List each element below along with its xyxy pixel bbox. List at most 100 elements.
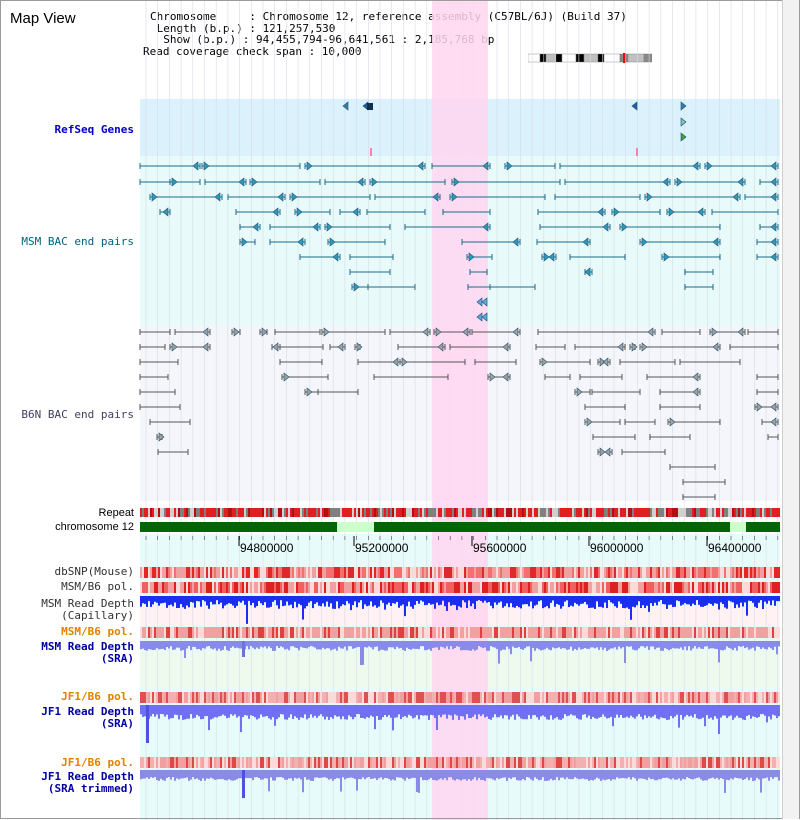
gene-arrow-icon xyxy=(541,357,548,367)
coverage-span-line: Read coverage check span : 10,000 xyxy=(143,44,362,58)
chromosome-bar xyxy=(140,522,780,532)
gene-arrow-icon xyxy=(241,237,248,247)
gene-arrow-icon xyxy=(192,161,199,171)
gene-arrow-icon xyxy=(770,222,777,232)
position-axis xyxy=(145,536,779,546)
gene-arrow-icon xyxy=(732,192,739,202)
msm-b6-pol-heatmap-2 xyxy=(140,627,780,638)
gene-arrow-icon xyxy=(272,342,279,352)
gene-arrow-icon xyxy=(437,342,444,352)
gene-arrow-icon xyxy=(621,222,628,232)
vertical-scrollbar[interactable] xyxy=(782,0,800,819)
gene-arrow-icon xyxy=(306,161,313,171)
gene-arrow-icon xyxy=(329,237,336,247)
gene-arrow-icon xyxy=(203,161,210,171)
gene-arrow-icon xyxy=(417,161,424,171)
jf1-b6-pol-heatmap xyxy=(140,692,780,703)
gene-arrow-icon xyxy=(706,161,713,171)
gene-arrow-icon xyxy=(680,101,687,111)
gene-arrow-icon xyxy=(468,252,475,262)
gene-arrow-icon xyxy=(252,222,259,232)
jf1-depth-sra-bars xyxy=(140,705,780,734)
gene-arrow-icon xyxy=(238,177,245,187)
gene-block xyxy=(367,103,373,110)
gene-arrow-icon xyxy=(668,207,675,217)
gene-arrow-icon xyxy=(770,177,777,187)
gene-arrow-icon xyxy=(712,342,719,352)
gene-arrow-icon xyxy=(392,357,399,367)
repeat-label: Repeat xyxy=(98,507,134,519)
msm-depth-sra-label: MSM Read Depth (SRA) xyxy=(41,640,134,665)
gene-arrow-icon xyxy=(502,342,509,352)
gene-arrow-icon xyxy=(770,252,777,262)
gene-arrow-icon xyxy=(202,342,209,352)
gene-arrow-icon xyxy=(641,342,648,352)
jf1-b6-pol-label: JF1/B6 pol. xyxy=(61,690,134,703)
gene-arrow-icon xyxy=(251,177,258,187)
gene-arrow-icon xyxy=(692,372,699,382)
gene-arrow-icon xyxy=(770,161,777,171)
gene-arrow-icon xyxy=(613,207,620,217)
ideogram-position-marker xyxy=(623,53,626,63)
gene-arrow-icon xyxy=(356,342,363,352)
gene-arrow-icon xyxy=(599,447,606,457)
gap-region xyxy=(730,522,746,532)
length-line: Length (b.p.) : 121,257,530 xyxy=(150,21,336,35)
axis-tick-label: 95200000 xyxy=(355,541,409,555)
gene-arrow-icon xyxy=(353,282,360,292)
gene-arrow-icon xyxy=(756,402,763,412)
gene-arrow-icon xyxy=(451,192,458,202)
gene-arrow-icon xyxy=(646,192,653,202)
gene-arrow-icon xyxy=(617,342,624,352)
gene-arrow-icon xyxy=(711,327,718,337)
chromosome-ideogram[interactable] xyxy=(528,53,652,63)
refseq-gene-marks xyxy=(342,101,687,156)
gene-arrow-icon xyxy=(422,327,429,337)
gene-arrow-icon xyxy=(342,101,349,111)
gene-arrow-icon xyxy=(233,327,240,337)
gene-arrow-icon xyxy=(371,177,378,187)
b6n-bac-label: B6N BAC end pairs xyxy=(21,408,134,421)
gene-arrow-icon xyxy=(171,177,178,187)
jf1-depth-trimmed-bars xyxy=(140,770,780,793)
gene-arrow-icon xyxy=(631,101,638,111)
gene-arrow-icon xyxy=(337,342,344,352)
depth-spike xyxy=(242,641,245,657)
gene-arrow-icon xyxy=(512,327,519,337)
gene-arrow-icon xyxy=(482,161,489,171)
gene-arrow-icon xyxy=(214,192,221,202)
depth-spike xyxy=(242,770,245,798)
gene-arrow-icon xyxy=(297,237,304,247)
msm-b6-pol-label-2: MSM/B6 pol. xyxy=(61,625,134,638)
msm-b6-pol-heatmap xyxy=(140,582,780,593)
jf1-b6-pol-heatmap-2 xyxy=(140,757,780,768)
gene-arrow-icon xyxy=(482,222,489,232)
msm-bac-label: MSM BAC end pairs xyxy=(21,235,134,248)
gene-arrow-icon xyxy=(151,192,158,202)
gene-arrow-icon xyxy=(599,357,606,367)
gene-arrow-icon xyxy=(737,327,744,337)
gene-arrow-icon xyxy=(576,387,583,397)
gene-arrow-icon xyxy=(584,267,591,277)
gene-arrow-icon xyxy=(326,222,333,232)
gene-arrow-icon xyxy=(692,161,699,171)
gene-arrow-icon xyxy=(502,372,509,382)
msm-bac-pairs xyxy=(139,161,779,322)
gene-arrow-icon xyxy=(770,237,777,247)
gene-arrow-icon xyxy=(647,327,654,337)
dbsnp-label: dbSNP(Mouse) xyxy=(54,565,134,578)
jf1-b6-pol-label-2: JF1/B6 pol. xyxy=(61,756,134,769)
gene-arrow-icon xyxy=(481,297,488,307)
gene-arrow-icon xyxy=(357,177,364,187)
gene-arrow-icon xyxy=(770,417,777,427)
gene-arrow-icon xyxy=(548,252,555,262)
gene-arrow-icon xyxy=(277,192,284,202)
gene-arrow-icon xyxy=(489,372,496,382)
map-view-title: Map View xyxy=(10,10,76,27)
gene-arrow-icon xyxy=(676,177,683,187)
gene-arrow-icon xyxy=(604,447,611,457)
gene-arrow-icon xyxy=(283,372,290,382)
gene-arrow-icon xyxy=(586,417,593,427)
gap-region xyxy=(337,522,374,532)
